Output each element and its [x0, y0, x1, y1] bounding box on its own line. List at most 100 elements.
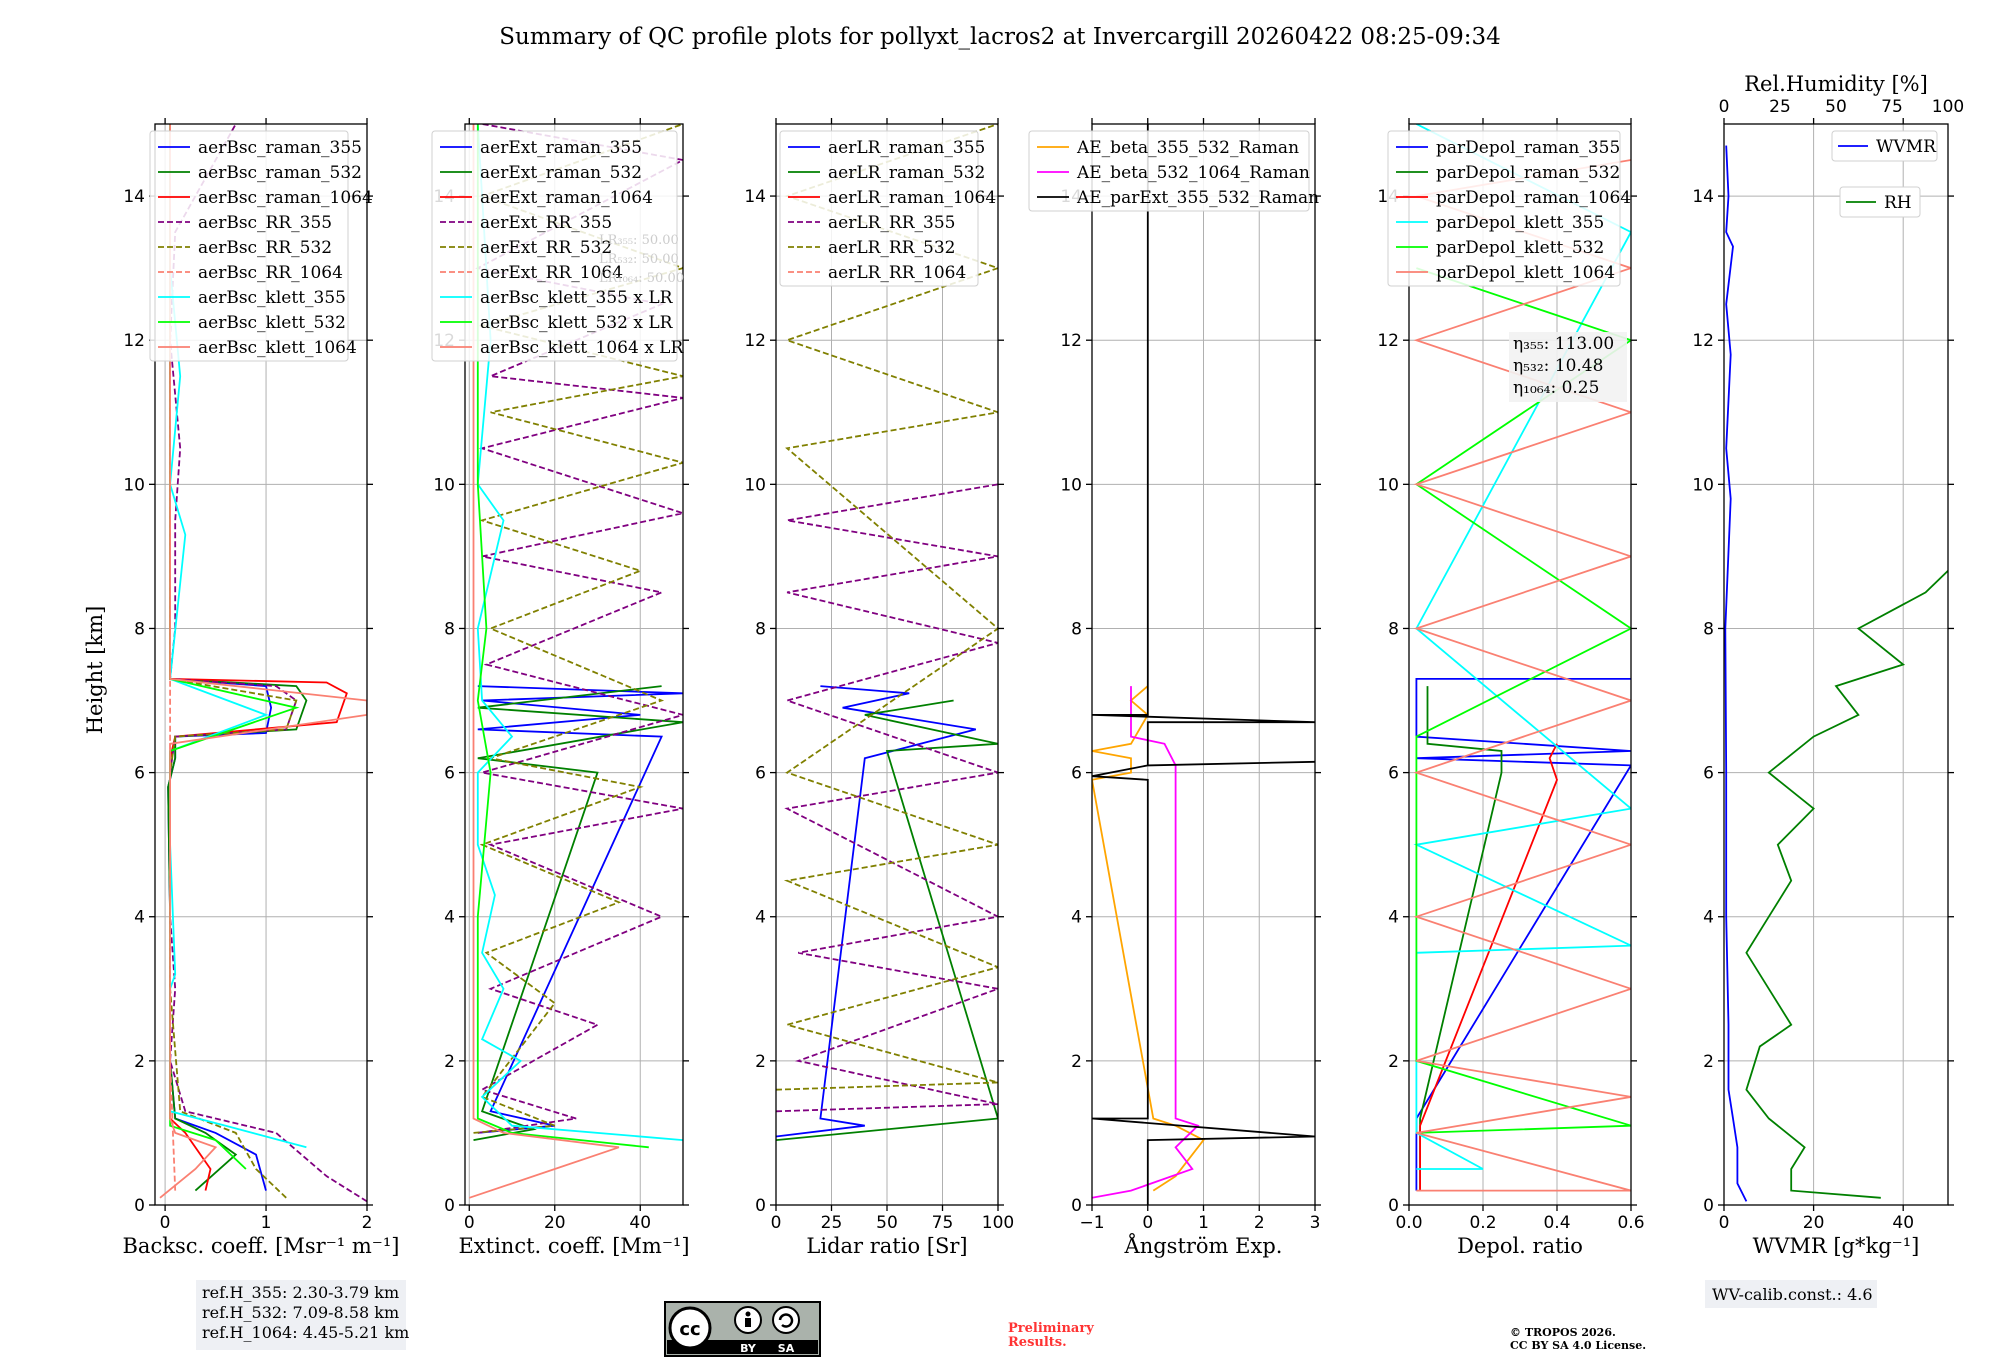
y-tick-label: 6 [1703, 764, 1714, 784]
x-tick-label: 50 [876, 1213, 898, 1233]
x-tick-label: 1 [261, 1213, 272, 1233]
y-tick-label: 12 [123, 331, 145, 351]
y-tick-label: 12 [1377, 331, 1399, 351]
x-tick-label: 25 [821, 1213, 843, 1233]
x-tick-label: 0 [160, 1213, 171, 1233]
y-tick-label: 10 [433, 475, 455, 495]
legend-item: aerBsc_RR_355 [198, 213, 332, 233]
cc-license-badge: cc BY SA [664, 1301, 821, 1357]
y-tick-label: 2 [1703, 1052, 1714, 1072]
legend-item: aerLR_RR_1064 [828, 263, 966, 283]
legend-box [431, 130, 678, 362]
x-tick-label: 2 [1254, 1213, 1265, 1233]
ref-height-355: ref.H_355: 2.30-3.79 km [202, 1283, 399, 1302]
legend-ae: AE_beta_355_532_Raman AE_beta_532_1064_Ra… [1028, 130, 1319, 212]
y-tick-label: 4 [755, 908, 766, 928]
y-tick-label: 8 [134, 619, 145, 639]
y-tick-label: 4 [1071, 908, 1082, 928]
x-tick-label: 0 [1719, 1213, 1730, 1233]
y-tick-label: 10 [744, 475, 766, 495]
series-aerbsc-klett-1064 [159, 124, 367, 1199]
legend-wv: WVMR RH [1831, 130, 1938, 218]
y-tick-label: 14 [123, 187, 145, 207]
figure-title: Summary of QC profile plots for pollyxt_… [499, 24, 1500, 50]
eta-box [1509, 332, 1627, 402]
y-tick-label: 10 [1377, 475, 1399, 495]
legend-item: aerExt_raman_1064 [480, 188, 653, 208]
x-tick-label: 0.2 [1469, 1213, 1496, 1233]
axes-frame-bsc [154, 123, 368, 1206]
legend-item-wvmr: WVMR [1876, 137, 1937, 157]
sa-text: SA [778, 1342, 795, 1355]
x-axis-label-lr: Lidar ratio [Sr] [806, 1234, 967, 1258]
sa-icon [772, 1306, 800, 1334]
x-tick-label: 0.0 [1395, 1213, 1422, 1233]
legend-item: aerBsc_raman_532 [198, 163, 362, 183]
y-tick-label: 8 [1388, 619, 1399, 639]
y-axis-label: Height [km] [83, 606, 107, 735]
y-tick-label: 8 [444, 619, 455, 639]
x-tick-label: 2 [362, 1213, 373, 1233]
panel-ext: 0204002468101214Extinct. coeff. [Mm⁻¹]ae… [431, 118, 690, 1258]
legend-item: aerExt_RR_1064 [480, 263, 623, 283]
legend-item: aerLR_raman_355 [828, 138, 985, 158]
legend-item: parDepol_klett_355 [1436, 213, 1604, 233]
eta-annotation: η₃₅₅: 113.00 [1513, 334, 1614, 354]
y-tick-label: 10 [123, 475, 145, 495]
top-x-tick-label: 0 [1719, 97, 1730, 117]
legend-box [1387, 130, 1621, 287]
x-tick-label: 0.6 [1617, 1213, 1644, 1233]
grid-wv [1723, 124, 1948, 1206]
legend-item: aerLR_RR_355 [828, 213, 955, 233]
legend-item: aerExt_raman_532 [480, 163, 642, 183]
series-ae-parext-355-532-raman [1092, 124, 1315, 1205]
legend-box [779, 130, 979, 287]
legend-item: AE_beta_532_1064_Raman [1076, 163, 1310, 183]
top-x-tick-label: 25 [1769, 97, 1791, 117]
x-tick-label: 20 [544, 1213, 566, 1233]
x-axis-label-ext: Extinct. coeff. [Mm⁻¹] [458, 1234, 689, 1258]
x-tick-label: −1 [1079, 1213, 1104, 1233]
y-tick-label: 8 [755, 619, 766, 639]
y-tick-label: 14 [744, 187, 766, 207]
y-tick-label: 12 [1060, 331, 1082, 351]
y-tick-label: 4 [444, 908, 455, 928]
legend-box [149, 130, 349, 362]
y-tick-label: 6 [1388, 764, 1399, 784]
legend-item: aerBsc_klett_1064 [198, 338, 357, 358]
legend-item: parDepol_raman_532 [1436, 163, 1620, 183]
series-wvmr [1724, 145, 1748, 1202]
y-tick-label: 2 [1071, 1052, 1082, 1072]
legend-item: aerBsc_klett_532 x LR [480, 313, 674, 333]
top-x-axis-label: Rel.Humidity [%] [1744, 72, 1928, 96]
y-tick-label: 0 [1071, 1196, 1082, 1216]
legend-item: aerLR_raman_1064 [828, 188, 996, 208]
y-tick-label: 4 [1703, 908, 1714, 928]
y-tick-label: 14 [1692, 187, 1714, 207]
legend-item: aerBsc_klett_355 x LR [480, 288, 674, 308]
x-tick-label: 0 [464, 1213, 475, 1233]
legend-item: aerBsc_raman_355 [198, 138, 362, 158]
copyright-line-1: © TROPOS 2026. [1510, 1326, 1616, 1339]
series-pardepol-raman-355 [1415, 678, 1631, 1191]
legend-item: parDepol_raman_355 [1436, 138, 1620, 158]
series-pardepol-klett-1064 [1413, 159, 1631, 1192]
legend-item: aerBsc_klett_532 [198, 313, 346, 333]
x-axis-label-ae: Ångström Exp. [1124, 1233, 1283, 1258]
y-tick-label: 6 [444, 764, 455, 784]
y-tick-label: 8 [1703, 619, 1714, 639]
top-x-tick-label: 50 [1825, 97, 1847, 117]
y-tick-label: 2 [444, 1052, 455, 1072]
y-tick-label: 0 [1388, 1196, 1399, 1216]
legend-item: AE_beta_355_532_Raman [1076, 138, 1299, 158]
by-text: BY [740, 1342, 757, 1355]
x-tick-label: 1 [1198, 1213, 1209, 1233]
y-tick-label: 8 [1071, 619, 1082, 639]
series-aerbsc-klett-1064-x-lr [469, 124, 620, 1199]
y-tick-label: 12 [1692, 331, 1714, 351]
panel-ae: −1012302468101214Ångström Exp.AE_beta_35… [1028, 118, 1321, 1258]
x-tick-label: 100 [982, 1213, 1014, 1233]
